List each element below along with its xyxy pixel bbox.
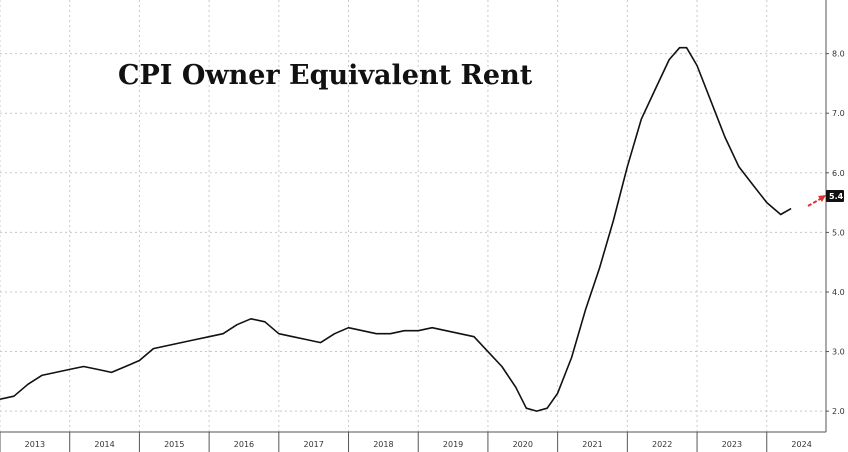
x-tick-label: 2022 — [652, 440, 672, 449]
x-tick-label: 2013 — [25, 440, 45, 449]
x-gridlines — [0, 0, 768, 452]
y-tick-label: 4.0 — [832, 288, 845, 297]
y-tick-label: 6.0 — [832, 169, 845, 178]
x-tick-label: 2021 — [582, 440, 602, 449]
pointer-arrow-head — [818, 195, 826, 202]
y-tick-label: 2.0 — [832, 407, 845, 416]
x-tick-label: 2017 — [303, 440, 323, 449]
x-tick-label: 2016 — [234, 440, 254, 449]
pointer-arrow — [807, 197, 823, 207]
last-value-badge — [826, 190, 844, 202]
y-tick-label: 8.0 — [832, 50, 845, 59]
x-tick-label: 2019 — [443, 440, 463, 449]
x-tick-labels: 2013 2014 2015 2016 2017 2018 2019 2020 2021 2022… — [25, 440, 812, 449]
y-tick-labels: 2.0 3.0 4.0 5.0 6.0 7.0 8.0 — [832, 50, 845, 417]
x-tick-label: 2015 — [164, 440, 184, 449]
chart-title: CPI Owner Equivalent Rent — [118, 60, 533, 91]
y-tick-label: 3.0 — [832, 348, 845, 357]
last-value-label: 5.4 — [829, 192, 844, 201]
x-tick-label: 2018 — [373, 440, 393, 449]
x-tick-label: 2020 — [513, 440, 533, 449]
y-gridlines — [0, 53, 829, 412]
series-line — [0, 46, 792, 412]
x-tick-label: 2023 — [722, 440, 742, 449]
last-value-marker: 5.4 — [807, 190, 844, 207]
y-tick-label: 7.0 — [832, 109, 845, 118]
x-tick-label: 2024 — [791, 440, 811, 449]
y-tick-label: 5.0 — [832, 228, 845, 237]
x-tick-label: 2014 — [94, 440, 114, 449]
